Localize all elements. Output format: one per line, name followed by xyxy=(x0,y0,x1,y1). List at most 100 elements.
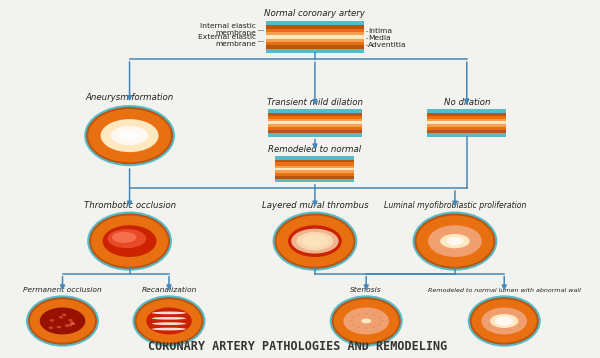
Ellipse shape xyxy=(373,314,376,315)
Ellipse shape xyxy=(378,317,381,318)
Text: Transient mild dilation: Transient mild dilation xyxy=(267,98,363,107)
Text: Recanalization: Recanalization xyxy=(142,287,197,293)
Text: External elastic
membrane: External elastic membrane xyxy=(197,34,256,47)
Text: Normal coronary artery: Normal coronary artery xyxy=(265,9,365,18)
Text: Remodeled to normal lumen with abnormal wall: Remodeled to normal lumen with abnormal … xyxy=(428,289,581,293)
Ellipse shape xyxy=(497,312,499,313)
Bar xyxy=(275,160,355,179)
Ellipse shape xyxy=(134,297,203,345)
Ellipse shape xyxy=(136,299,202,343)
Ellipse shape xyxy=(497,329,499,330)
Ellipse shape xyxy=(361,319,371,323)
Ellipse shape xyxy=(484,320,486,321)
Ellipse shape xyxy=(152,322,186,325)
Ellipse shape xyxy=(153,320,185,322)
Text: Thrombotic occlusion: Thrombotic occlusion xyxy=(83,200,176,209)
Bar xyxy=(266,33,364,35)
Ellipse shape xyxy=(470,297,539,345)
Ellipse shape xyxy=(64,315,66,316)
Bar xyxy=(268,124,362,127)
Ellipse shape xyxy=(86,107,173,164)
Ellipse shape xyxy=(89,213,170,269)
Ellipse shape xyxy=(61,318,63,319)
Text: Aneurysm formation: Aneurysm formation xyxy=(85,93,173,102)
Ellipse shape xyxy=(59,316,63,318)
Bar xyxy=(266,29,364,45)
Ellipse shape xyxy=(67,326,68,327)
Bar xyxy=(427,119,506,121)
Ellipse shape xyxy=(352,324,354,325)
Ellipse shape xyxy=(519,326,521,327)
Text: Media: Media xyxy=(368,35,391,41)
Ellipse shape xyxy=(509,329,511,330)
Ellipse shape xyxy=(26,295,99,347)
Ellipse shape xyxy=(415,213,496,269)
Ellipse shape xyxy=(428,225,482,257)
Ellipse shape xyxy=(446,237,464,245)
Text: No dilation: No dilation xyxy=(443,98,490,107)
Text: Stenosis: Stenosis xyxy=(350,287,382,293)
Ellipse shape xyxy=(472,299,537,343)
Ellipse shape xyxy=(70,321,74,324)
Ellipse shape xyxy=(302,235,328,247)
Ellipse shape xyxy=(416,216,493,267)
Bar xyxy=(275,168,355,171)
Ellipse shape xyxy=(64,324,69,327)
Ellipse shape xyxy=(91,216,168,267)
Ellipse shape xyxy=(365,313,368,314)
Ellipse shape xyxy=(487,315,490,316)
Ellipse shape xyxy=(373,326,376,328)
Ellipse shape xyxy=(152,317,186,320)
Bar xyxy=(268,109,362,137)
Bar xyxy=(427,124,506,127)
Ellipse shape xyxy=(349,320,352,321)
Ellipse shape xyxy=(487,326,490,327)
Ellipse shape xyxy=(71,323,75,325)
Ellipse shape xyxy=(490,314,518,328)
Ellipse shape xyxy=(101,119,158,152)
Ellipse shape xyxy=(87,212,172,271)
Ellipse shape xyxy=(88,109,171,162)
Ellipse shape xyxy=(352,317,354,318)
Bar xyxy=(268,119,362,121)
Ellipse shape xyxy=(291,229,338,253)
Ellipse shape xyxy=(330,295,403,347)
Ellipse shape xyxy=(103,225,157,257)
Ellipse shape xyxy=(378,324,381,325)
Ellipse shape xyxy=(70,325,72,326)
Bar xyxy=(427,121,506,125)
Ellipse shape xyxy=(107,229,146,248)
Ellipse shape xyxy=(288,225,342,257)
Text: Permanent occlusion: Permanent occlusion xyxy=(23,287,102,293)
Text: Internal elastic
membrane: Internal elastic membrane xyxy=(200,23,256,37)
Ellipse shape xyxy=(30,299,95,343)
Ellipse shape xyxy=(413,212,497,271)
Bar xyxy=(275,156,355,182)
Ellipse shape xyxy=(133,295,205,347)
Ellipse shape xyxy=(494,316,514,325)
Ellipse shape xyxy=(51,328,53,329)
Ellipse shape xyxy=(380,320,383,321)
Ellipse shape xyxy=(84,105,175,166)
Bar xyxy=(275,165,355,168)
Bar xyxy=(268,121,362,125)
Ellipse shape xyxy=(68,324,73,326)
Ellipse shape xyxy=(365,328,368,329)
Ellipse shape xyxy=(68,319,73,321)
Ellipse shape xyxy=(119,131,140,141)
Ellipse shape xyxy=(40,308,85,334)
Ellipse shape xyxy=(334,299,399,343)
Ellipse shape xyxy=(343,308,389,334)
Ellipse shape xyxy=(519,315,521,316)
Ellipse shape xyxy=(152,311,186,314)
Ellipse shape xyxy=(153,325,185,327)
Ellipse shape xyxy=(481,308,527,334)
Ellipse shape xyxy=(332,297,401,345)
Ellipse shape xyxy=(468,295,541,347)
Bar xyxy=(275,170,355,173)
Text: Remodeled to normal: Remodeled to normal xyxy=(268,145,361,154)
Ellipse shape xyxy=(111,126,148,145)
Bar xyxy=(268,116,362,130)
Ellipse shape xyxy=(49,319,54,321)
Bar xyxy=(268,112,362,133)
